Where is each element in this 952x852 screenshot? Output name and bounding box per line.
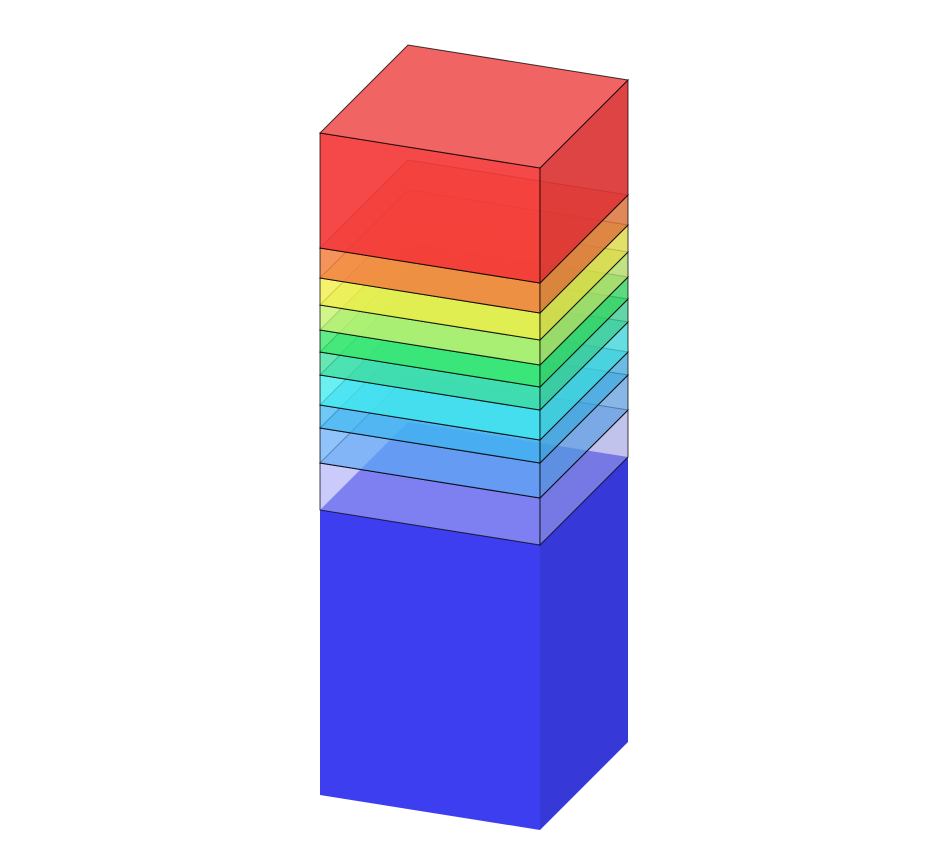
slab-side-face [540,457,628,830]
layer-slab-red [318,44,630,285]
layer-slabs [318,44,630,830]
slab-front-face [320,510,540,830]
slab-top-face [318,44,630,169]
